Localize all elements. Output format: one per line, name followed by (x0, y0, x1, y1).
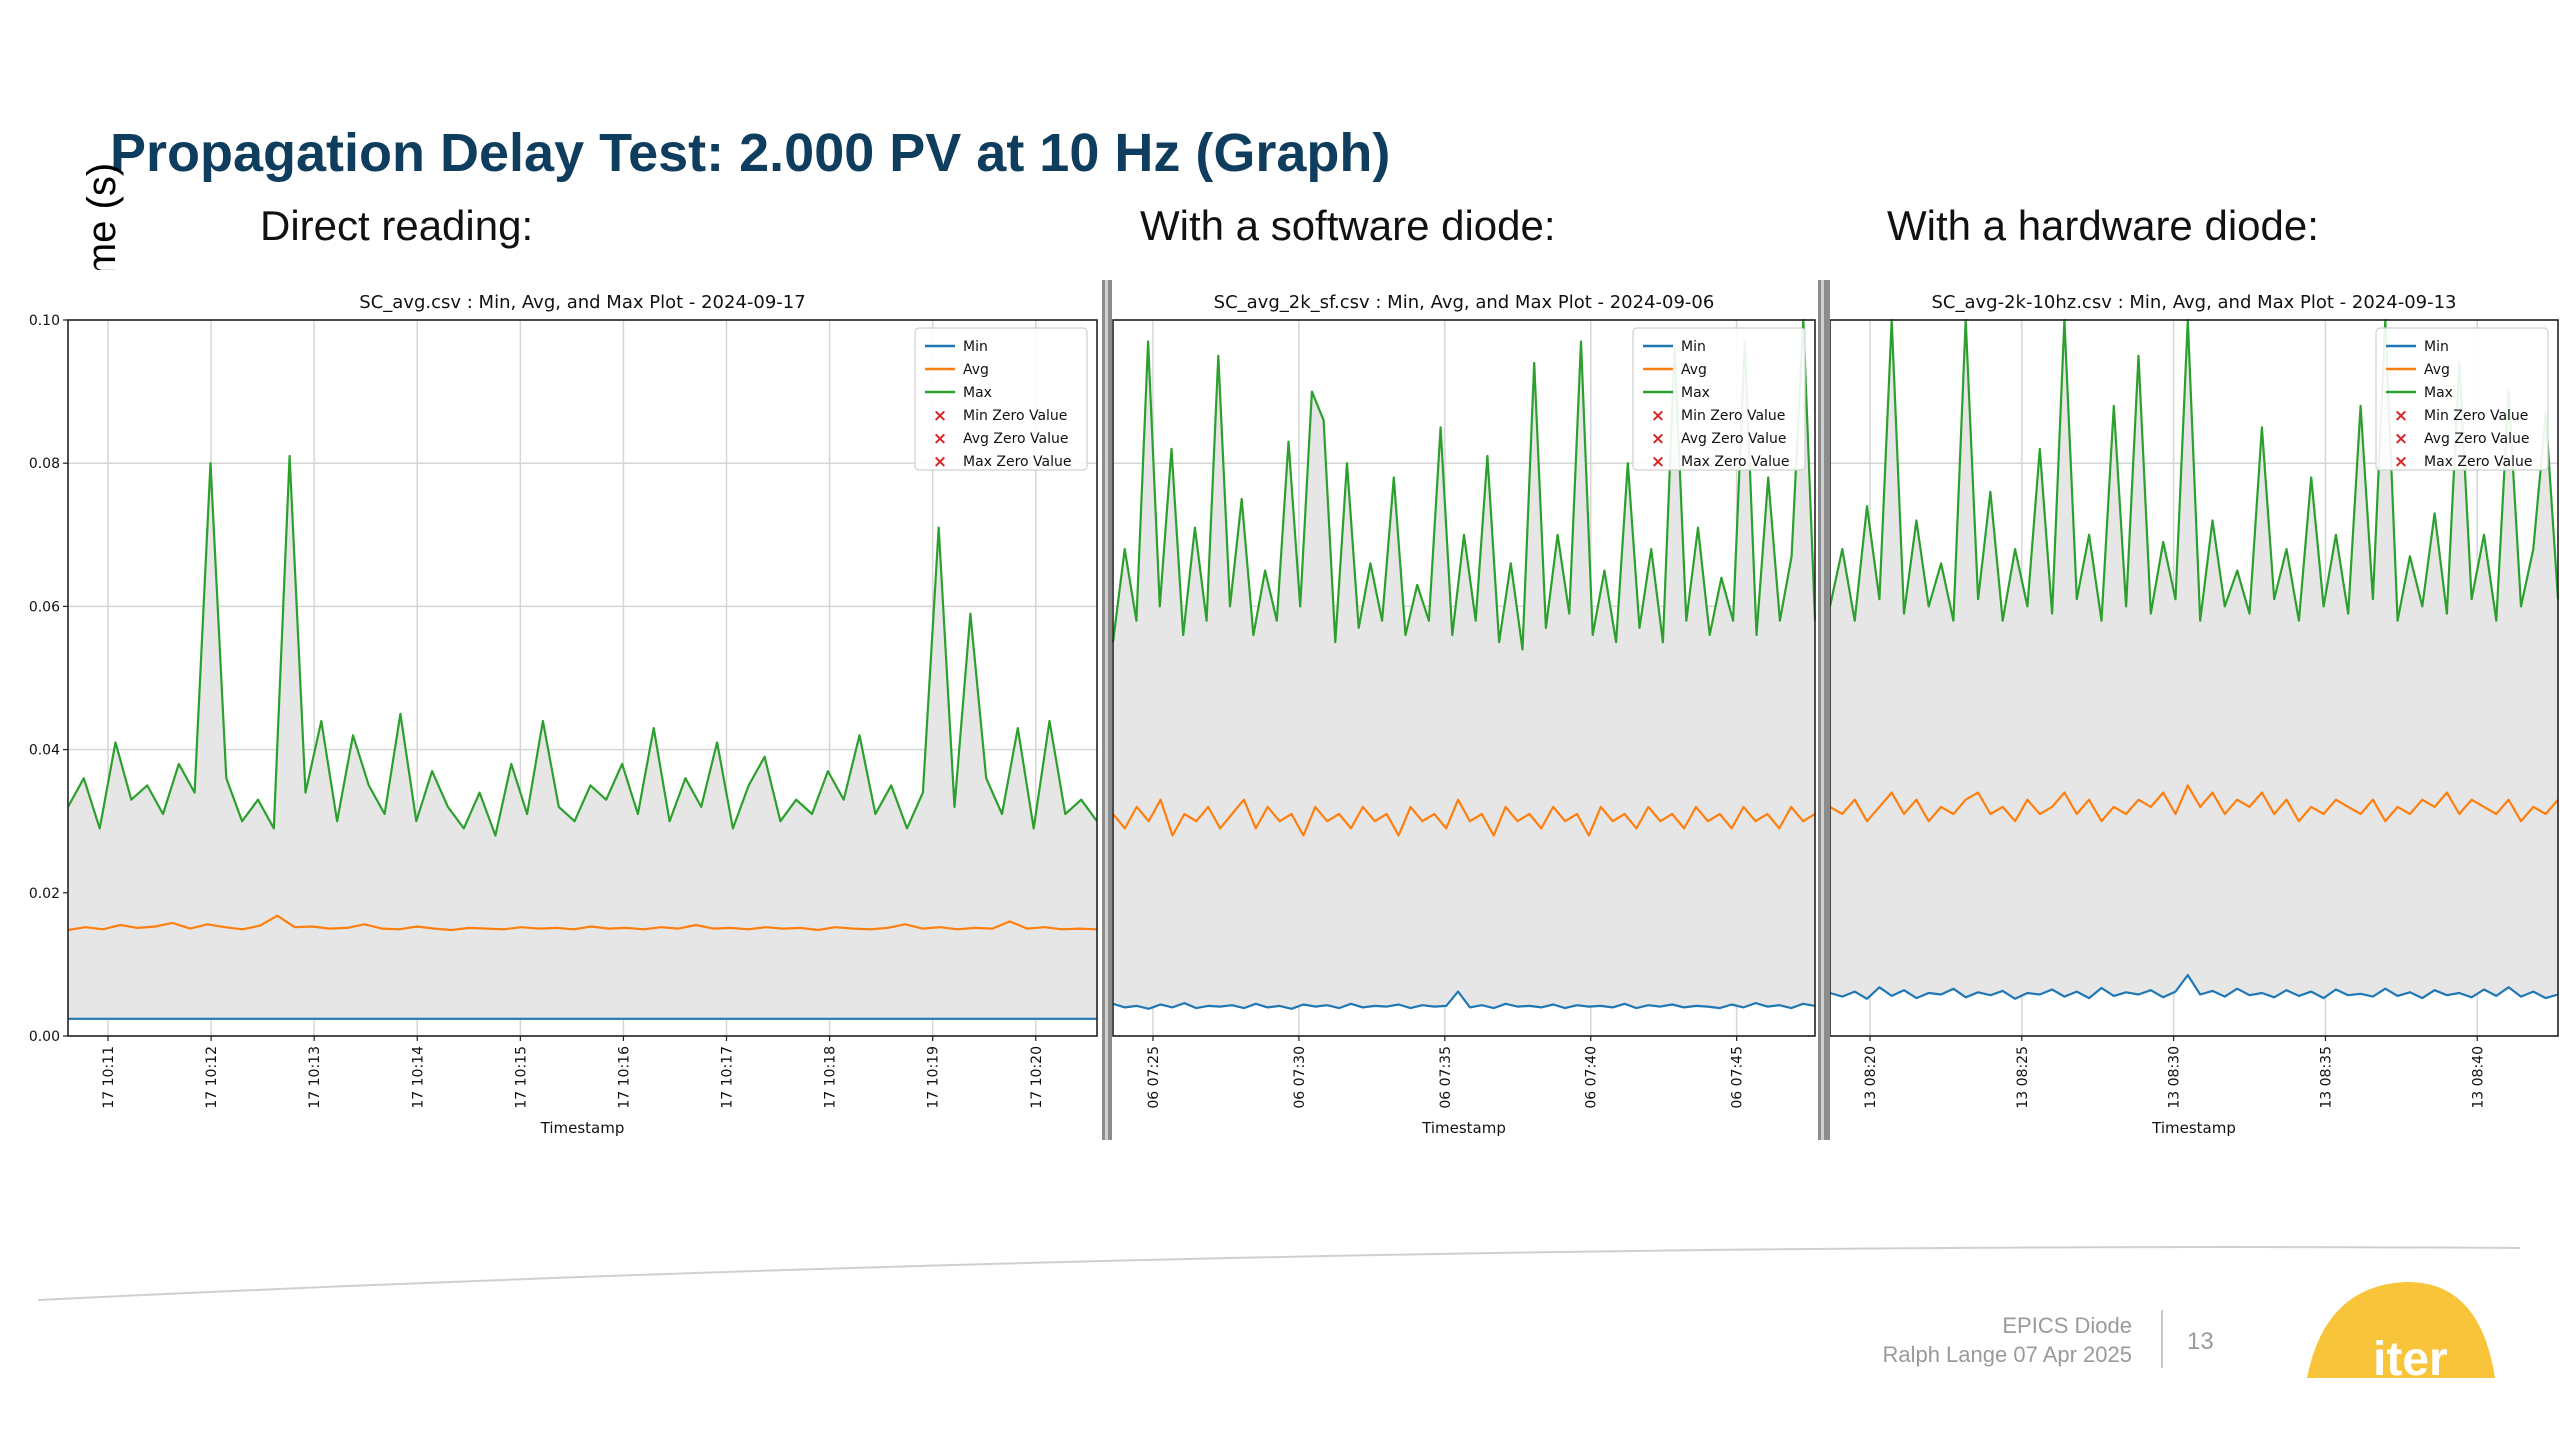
y-tick-label: 0.06 (29, 599, 60, 615)
min-max-band (1113, 320, 1815, 1009)
legend-marker-x: × (1651, 406, 1665, 426)
x-tick-label: 17 10:15 (513, 1046, 529, 1109)
legend-label: Avg (1681, 362, 1707, 378)
x-tick-label: 06 07:25 (1146, 1046, 1162, 1109)
series-line-max (67, 454, 1098, 837)
legend-marker-x: × (933, 429, 947, 449)
chart-panel-2: SC_avg_2k_sf.csv : Min, Avg, and Max Plo… (1111, 292, 1817, 1137)
y-tick-label: 0.08 (29, 456, 60, 472)
legend-label: Max (963, 385, 992, 401)
legend-label: Min (1681, 339, 1706, 355)
x-tick-label: 13 08:30 (2167, 1046, 2183, 1109)
chart-title: SC_avg_2k_sf.csv : Min, Avg, and Max Plo… (1214, 292, 1715, 313)
x-tick-label: 06 07:40 (1584, 1046, 1600, 1109)
footer-separator (2161, 1310, 2163, 1368)
legend-box (914, 327, 1088, 471)
min-max-band (68, 456, 1097, 1019)
charts-area: SC_avg.csv : Min, Avg, and Max Plot - 20… (0, 270, 2560, 1150)
panel-label-software: With a software diode: (1140, 202, 1556, 249)
page-number: 13 (2187, 1328, 2214, 1355)
x-tick-label: 17 10:13 (307, 1046, 323, 1109)
x-tick-label: 13 08:40 (2470, 1046, 2486, 1109)
x-tick-label: 17 10:12 (204, 1046, 220, 1109)
panel-divider-highlight (1105, 280, 1108, 1140)
footer-author-date: Ralph Lange 07 Apr 2025 (1882, 1342, 2132, 1367)
legend-marker-x: × (2394, 452, 2408, 472)
series-line-max (1828, 318, 2560, 622)
x-axis-label: Timestamp (2151, 1119, 2236, 1137)
legend-label: Min Zero Value (1681, 408, 1785, 424)
legend-box (1632, 327, 1806, 471)
panel-label-direct: Direct reading: (260, 202, 534, 249)
legend-label: Avg Zero Value (963, 431, 1069, 447)
plot-frame (67, 319, 1098, 1037)
y-tick-label: 0.04 (29, 743, 60, 759)
legend-label: Avg Zero Value (1681, 431, 1787, 447)
panel-label-hardware: With a hardware diode: (1887, 202, 2319, 249)
legend-label: Max Zero Value (2424, 454, 2533, 470)
y-tick-label: 0.10 (29, 313, 60, 329)
legend-label: Min (2424, 339, 2449, 355)
x-tick-label: 17 10:20 (1029, 1046, 1045, 1109)
footer-title: EPICS Diode (2002, 1313, 2132, 1338)
x-tick-label: 06 07:30 (1292, 1046, 1308, 1109)
series-line-avg (1112, 798, 1816, 837)
x-tick-label: 13 08:25 (2015, 1046, 2031, 1109)
legend-label: Avg (963, 362, 989, 378)
legend-marker-x: × (933, 452, 947, 472)
x-tick-label: 17 10:16 (616, 1046, 632, 1109)
series-line-avg (1829, 784, 2559, 823)
plot-frame (1112, 319, 1816, 1037)
legend-label: Max Zero Value (963, 454, 1072, 470)
x-tick-label: 06 07:45 (1730, 1046, 1746, 1109)
x-axis-label: Timestamp (1421, 1119, 1506, 1137)
legend-label: Min Zero Value (963, 408, 1067, 424)
chart-title: SC_avg.csv : Min, Avg, and Max Plot - 20… (359, 292, 805, 313)
legend-box (2375, 327, 2549, 471)
slide-title: Propagation Delay Test: 2.000 PV at 10 H… (110, 123, 1391, 183)
y-tick-label: 0.02 (29, 886, 60, 902)
legend-label: Max (1681, 385, 1710, 401)
x-axis-label: Timestamp (540, 1119, 625, 1137)
legend-label: Avg (2424, 362, 2450, 378)
min-max-band (1830, 320, 2558, 999)
x-tick-label: 17 10:11 (101, 1046, 117, 1109)
legend-marker-x: × (2394, 429, 2408, 449)
legend-marker-x: × (2394, 406, 2408, 426)
x-tick-label: 13 08:35 (2318, 1046, 2334, 1109)
logo-sun-shape (2307, 1281, 2495, 1378)
legend-label: Max (2424, 385, 2453, 401)
x-tick-label: 17 10:17 (720, 1046, 736, 1109)
x-tick-label: 06 07:35 (1438, 1046, 1454, 1109)
x-tick-label: 17 10:18 (823, 1046, 839, 1109)
legend-label: Min Zero Value (2424, 408, 2528, 424)
series-line-min (1829, 974, 2559, 1000)
legend-marker-x: × (933, 406, 947, 426)
legend-label: Max Zero Value (1681, 454, 1790, 470)
y-tick-label: 0.00 (29, 1029, 60, 1045)
chart-title: SC_avg-2k-10hz.csv : Min, Avg, and Max P… (1931, 292, 2456, 313)
iter-logo: iter (2307, 1281, 2495, 1378)
series-line-avg (67, 914, 1098, 932)
chart-panel-3: SC_avg-2k-10hz.csv : Min, Avg, and Max P… (1828, 292, 2560, 1137)
legend-label: Avg Zero Value (2424, 431, 2530, 447)
panel-divider-highlight (1821, 280, 1824, 1140)
chart-panel-1: SC_avg.csv : Min, Avg, and Max Plot - 20… (29, 292, 1098, 1137)
legend-marker-x: × (1651, 452, 1665, 472)
series-line-min (1112, 990, 1816, 1010)
x-tick-label: 17 10:19 (926, 1046, 942, 1109)
x-tick-label: 13 08:20 (1863, 1046, 1879, 1109)
series-line-max (1111, 318, 1817, 651)
decorative-curve (37, 1246, 2521, 1301)
logo-text: iter (2373, 1333, 2448, 1378)
legend-marker-x: × (1651, 429, 1665, 449)
legend-label: Min (963, 339, 988, 355)
x-tick-label: 17 10:14 (410, 1046, 426, 1109)
